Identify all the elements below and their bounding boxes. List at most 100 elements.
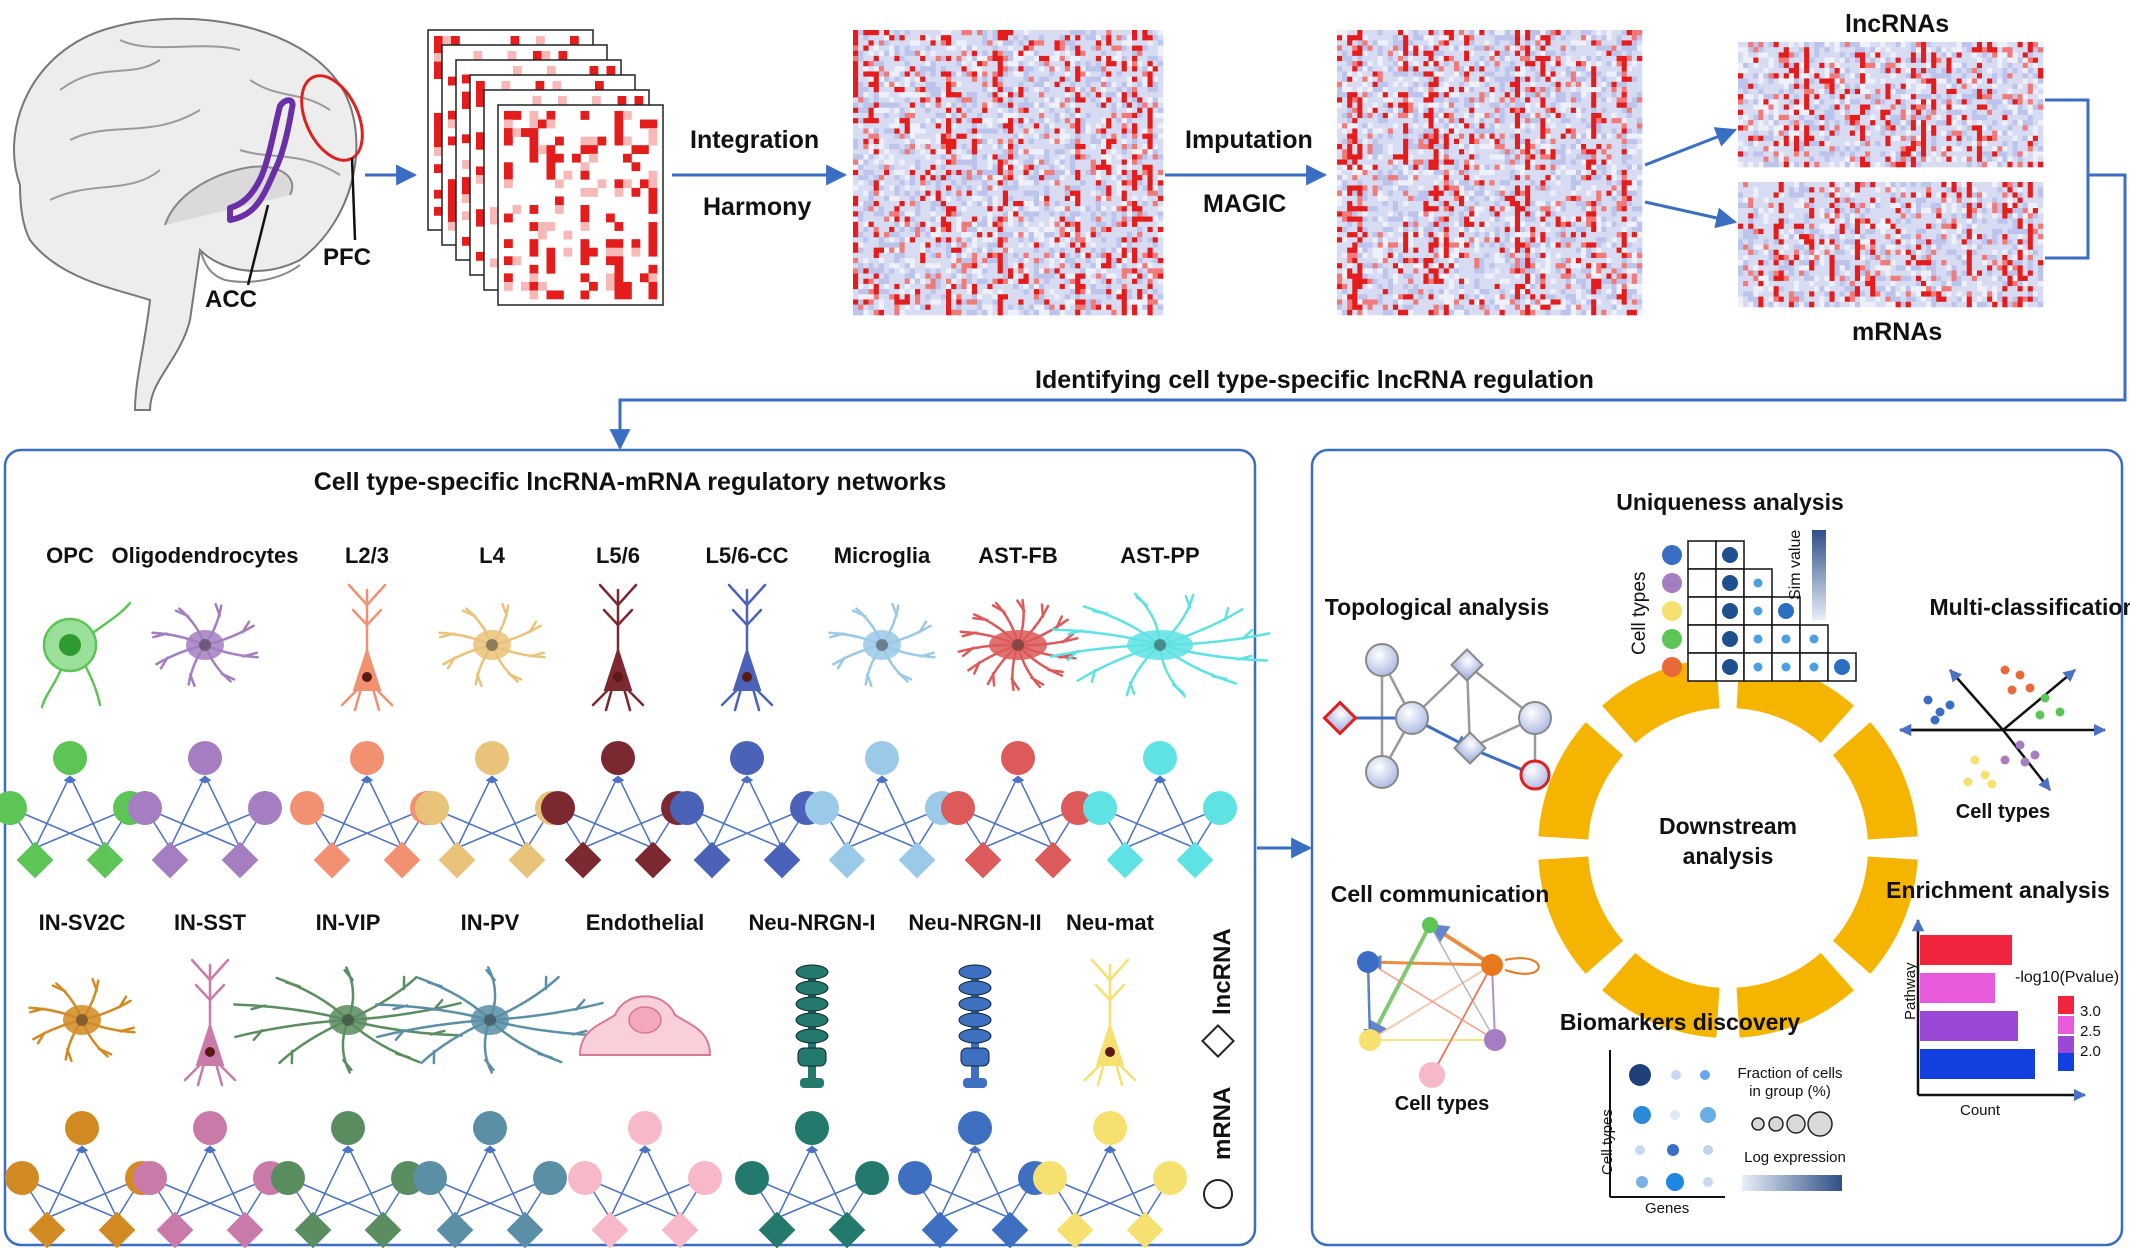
heatmap-cell: [1080, 247, 1086, 254]
heatmap-cell: [1591, 92, 1597, 98]
heatmap-cell: [1342, 30, 1348, 36]
heatmap-cell: [853, 118, 859, 124]
heatmap-cell: [1044, 55, 1050, 62]
heatmap-cell: [1428, 81, 1434, 88]
heatmap-cell: [966, 242, 973, 248]
heatmap-cell: [580, 111, 590, 120]
heatmap-cell: [884, 154, 890, 160]
heatmap-cell: [1132, 112, 1138, 119]
heatmap-cell: [1147, 81, 1153, 88]
heatmap-cell: [1106, 175, 1112, 181]
heatmap-cell: [1147, 180, 1153, 186]
heatmap-cell: [1070, 263, 1076, 269]
heatmap-cell: [1132, 258, 1138, 264]
heatmap-cell: [1489, 107, 1495, 114]
heatmap-cell: [982, 97, 988, 103]
heatmap-cell: [1525, 76, 1531, 83]
heatmap-cell: [992, 159, 998, 166]
heatmap-cell: [555, 153, 564, 163]
heatmap-cell: [1101, 159, 1107, 166]
heatmap-cell: [863, 242, 869, 248]
heatmap-cell: [977, 102, 983, 109]
heatmap-cell: [1147, 154, 1153, 160]
heatmap-cell: [1448, 102, 1455, 109]
heatmap-cell: [977, 175, 983, 181]
heatmap-cell: [1132, 159, 1138, 166]
heatmap-cell: [1075, 201, 1081, 207]
heatmap-cell: [1054, 247, 1060, 254]
heatmap-cell: [1116, 289, 1122, 295]
heatmap-cell: [1106, 133, 1112, 140]
heatmap-cell: [930, 154, 936, 160]
heatmap-cell: [863, 97, 869, 103]
heatmap-cell: [1550, 61, 1556, 67]
heatmap-cell: [977, 169, 983, 176]
heatmap-cell: [1049, 92, 1055, 98]
heatmap-cell: [1142, 190, 1148, 197]
heatmap-cell: [1033, 309, 1040, 316]
heatmap-cell: [614, 222, 624, 231]
heatmap-cell: [1494, 30, 1500, 36]
heatmap-cell: [894, 133, 900, 140]
heatmap-cell: [966, 50, 973, 57]
heatmap-cell: [1111, 66, 1117, 72]
heatmap-cell: [1550, 102, 1556, 109]
heatmap-cell: [956, 50, 962, 57]
heatmap-cell: [1070, 138, 1076, 145]
heatmap-cell: [597, 179, 607, 189]
heatmap-cell: [1132, 107, 1138, 114]
heatmap-cell: [1002, 206, 1009, 212]
heatmap-cell: [1499, 35, 1506, 41]
heatmap-cell: [873, 112, 880, 119]
heatmap-cell: [1565, 35, 1572, 41]
heatmap-cell: [1545, 87, 1551, 93]
heatmap-cell: [966, 226, 973, 233]
heatmap-cell: [1382, 107, 1389, 114]
heatmap-cell: [904, 309, 911, 316]
heatmap-cell: [873, 226, 880, 233]
heatmap-cell: [1509, 92, 1516, 98]
heatmap-cell: [1033, 81, 1040, 88]
heatmap-cell: [1033, 242, 1040, 248]
heatmap-cell: [1147, 195, 1153, 202]
heatmap-cell: [1357, 50, 1363, 57]
heatmap-cell: [982, 133, 988, 140]
heatmap-cell: [884, 175, 890, 181]
heatmap-cell: [1132, 45, 1138, 52]
heatmap-cell: [904, 50, 911, 57]
heatmap-cell: [1126, 242, 1133, 248]
heatmap-cell: [1132, 61, 1138, 67]
heatmap-cell: [853, 61, 859, 67]
heatmap-cell: [1550, 50, 1556, 57]
heatmap-cell: [1095, 149, 1102, 155]
heatmap-cell: [977, 144, 983, 150]
heatmap-cell: [1142, 144, 1148, 150]
heatmap-cell: [904, 273, 911, 280]
heatmap-cell: [1357, 45, 1363, 52]
heatmap-cell: [1438, 30, 1445, 36]
heatmap-cell: [946, 30, 952, 36]
heatmap-cell: [1387, 30, 1394, 36]
heatmap-cell: [899, 97, 905, 103]
heatmap-cell: [631, 162, 641, 172]
heatmap-cell: [935, 268, 942, 274]
heatmap-cell: [935, 273, 942, 280]
heatmap-cell: [1137, 289, 1143, 295]
heatmap-cell: [956, 252, 962, 259]
heatmap-cell: [899, 66, 905, 72]
heatmap-cell: [853, 190, 859, 197]
heatmap-cell: [1095, 133, 1102, 140]
heatmap-cell: [966, 81, 973, 88]
heatmap-cell: [966, 149, 973, 155]
heatmap-cell: [956, 123, 962, 129]
heatmap-cell: [1152, 268, 1159, 274]
heatmap-cell: [1413, 40, 1419, 46]
heatmap-cell: [1408, 40, 1414, 46]
heatmap-cell: [982, 289, 988, 295]
heatmap-cell: [946, 185, 952, 191]
heatmap-cell: [1054, 289, 1060, 295]
heatmap-cell: [1147, 92, 1153, 98]
heatmap-cell: [858, 309, 864, 316]
heatmap-cell: [1080, 154, 1086, 160]
heatmap-cell: [935, 35, 942, 41]
